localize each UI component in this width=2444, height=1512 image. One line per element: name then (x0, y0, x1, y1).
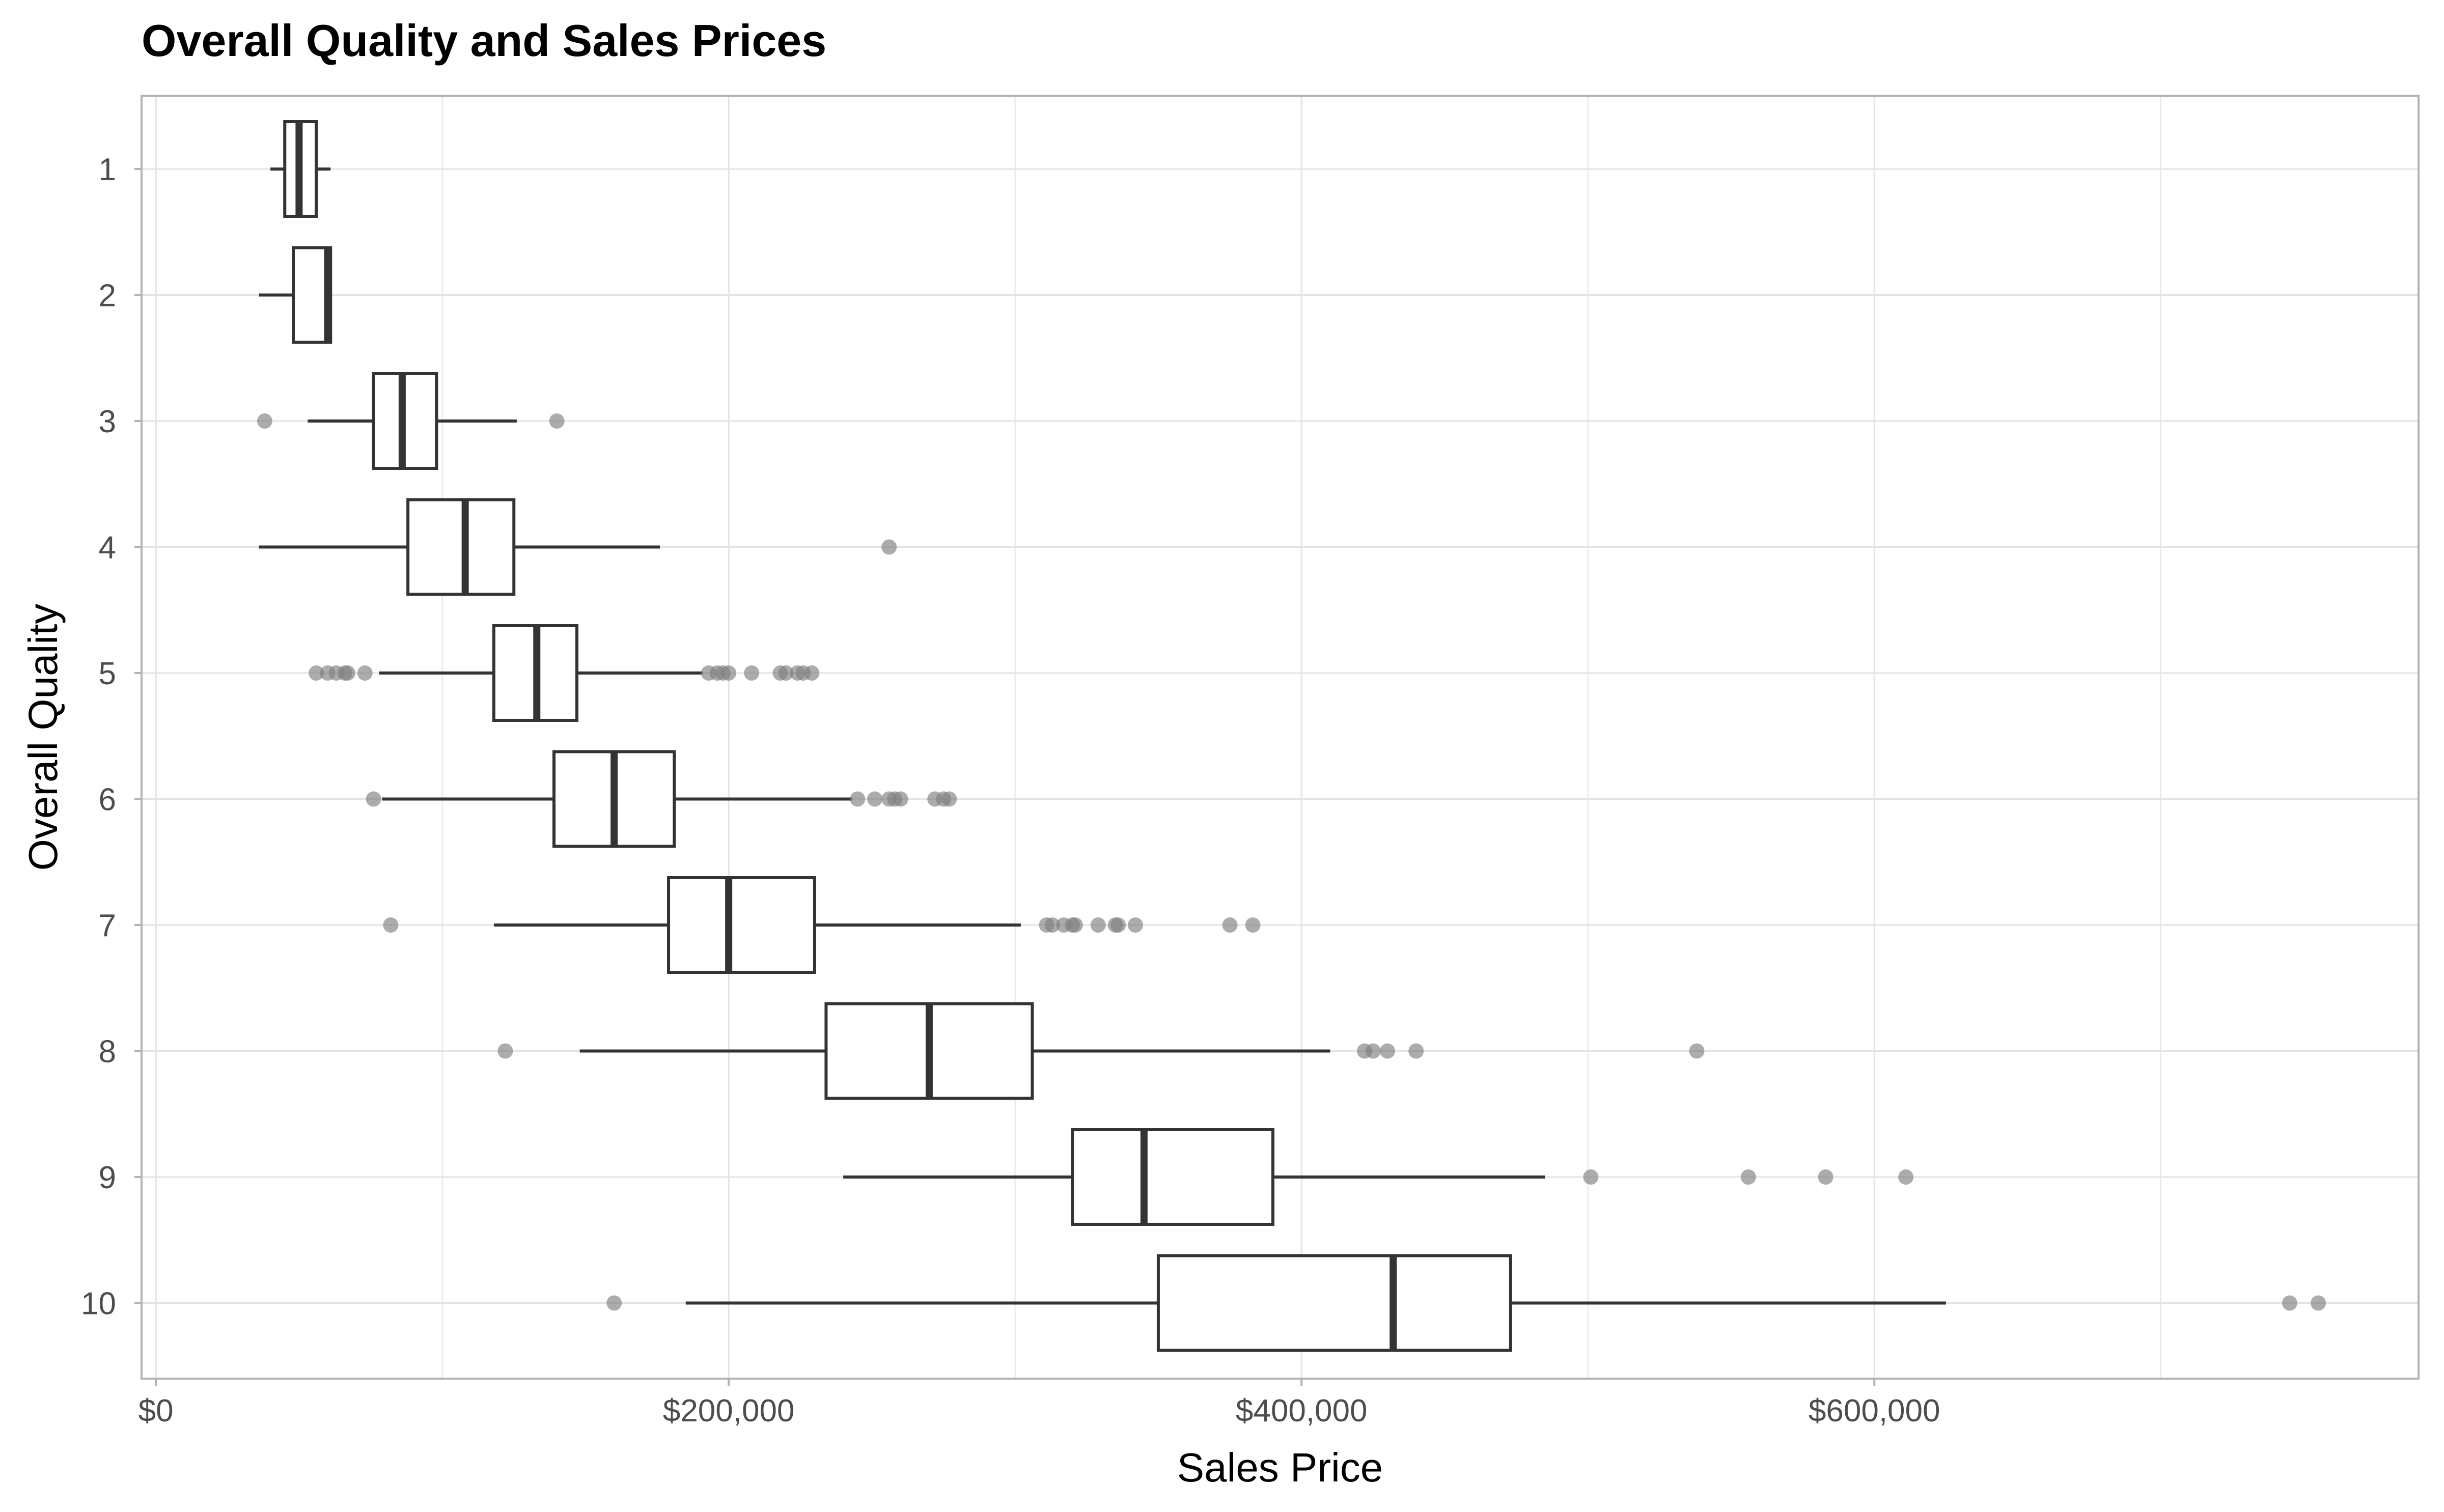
outlier-point (881, 539, 897, 555)
outlier-point (383, 917, 399, 933)
outlier-point (1408, 1043, 1424, 1059)
outlier-point (1222, 917, 1238, 933)
outlier-point (340, 665, 356, 681)
box-layer (283, 120, 1512, 1352)
outlier-point (867, 791, 883, 807)
x-tick-label: $200,000 (663, 1393, 795, 1429)
axis-layer: $0 $200,000 $400,000 $600,000 1 2 3 4 5 6 7 8 9 10 (81, 152, 1940, 1429)
outlier-point (497, 1043, 513, 1059)
outlier-point (744, 665, 760, 681)
panel-border (141, 95, 2420, 1380)
y-tick-label: 10 (81, 1286, 116, 1322)
whisker-layer (259, 167, 1946, 1305)
outlier-point (366, 791, 381, 807)
x-axis-title: Sales Price (1177, 1445, 1383, 1490)
outlier-point (1067, 917, 1083, 933)
outlier-point (2311, 1295, 2326, 1311)
outlier-point (804, 665, 820, 681)
outlier-point (1044, 917, 1060, 933)
outlier-point (1090, 917, 1106, 933)
outlier-point (606, 1295, 622, 1311)
chart-title: Overall Quality and Sales Prices (142, 15, 826, 66)
box-iqr (667, 876, 816, 974)
y-tick-label: 3 (99, 404, 116, 439)
x-tick-label: $400,000 (1236, 1393, 1368, 1429)
outlier-layer (257, 413, 2326, 1311)
outlier-point (1245, 917, 1261, 933)
box-iqr (1071, 1128, 1274, 1226)
outlier-point (721, 665, 737, 681)
grid-layer (142, 96, 2419, 1379)
x-tick-label: $600,000 (1809, 1393, 1940, 1429)
y-tick-label: 1 (99, 152, 116, 187)
outlier-point (549, 413, 565, 429)
outlier-point (2282, 1295, 2297, 1311)
outlier-point (1127, 917, 1143, 933)
y-axis-title: Overall Quality (20, 604, 66, 871)
y-tick-label: 6 (99, 782, 116, 818)
outlier-point (778, 665, 794, 681)
outlier-point (1110, 917, 1126, 933)
y-tick-label: 2 (99, 278, 116, 314)
outlier-point (257, 413, 272, 429)
y-tick-label: 8 (99, 1034, 116, 1070)
outlier-point (941, 791, 957, 807)
outlier-point (309, 665, 324, 681)
outlier-point (1583, 1169, 1599, 1185)
outlier-point (357, 665, 373, 681)
y-tick-label: 4 (99, 530, 116, 566)
outlier-point (1689, 1043, 1705, 1059)
outlier-point (893, 791, 908, 807)
outlier-point (1740, 1169, 1756, 1185)
y-tick-label: 9 (99, 1160, 116, 1195)
box-iqr (406, 498, 516, 596)
x-tick-label: $0 (138, 1393, 174, 1429)
outlier-point (850, 791, 866, 807)
outlier-point (1818, 1169, 1834, 1185)
y-tick-label: 5 (99, 656, 116, 691)
y-tick-label: 7 (99, 908, 116, 943)
outlier-point (1365, 1043, 1381, 1059)
outlier-point (1898, 1169, 1914, 1185)
box-iqr (1156, 1254, 1512, 1352)
outlier-point (1379, 1043, 1395, 1059)
